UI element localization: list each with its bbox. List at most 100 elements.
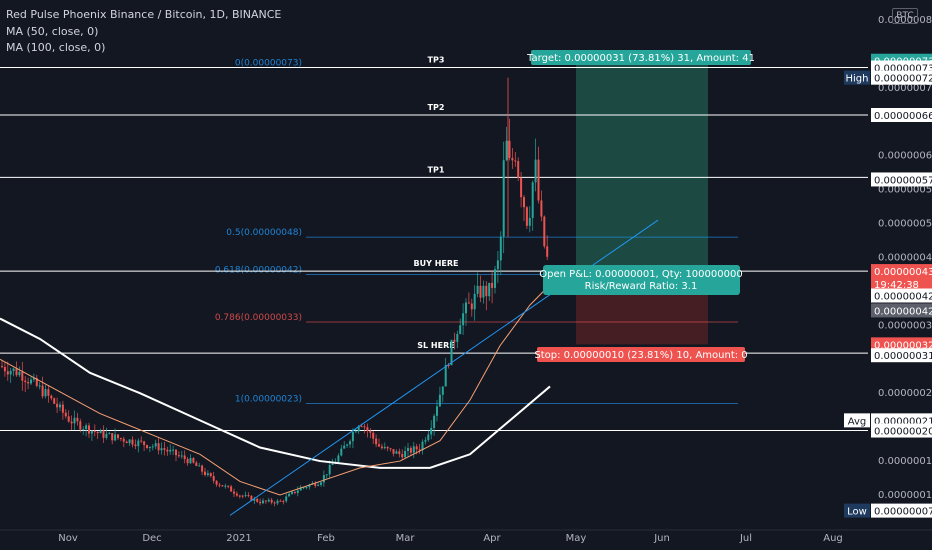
candle-body (363, 426, 366, 428)
candle-body (380, 446, 383, 449)
candle-body (444, 365, 447, 387)
price-tag-label: 0.00000057 (874, 175, 932, 186)
candle-body (90, 430, 93, 434)
candle-body (111, 433, 114, 441)
candle-body (18, 371, 21, 376)
candle-body (383, 446, 386, 449)
price-tag (871, 70, 932, 85)
candle-body (128, 439, 131, 444)
target-zone (576, 60, 708, 272)
candle-body (409, 447, 412, 453)
x-tick-label: May (566, 533, 587, 544)
price-tag-label: 0.00000021 (874, 416, 932, 427)
candle-body (508, 140, 511, 158)
candle-body (465, 302, 467, 314)
candle-body (177, 455, 180, 457)
candle-body (50, 395, 53, 399)
candle-body (3, 366, 6, 372)
level-label: SL HERE (417, 341, 454, 350)
candle-body (531, 182, 534, 218)
level-label: TP1 (428, 165, 445, 174)
candle-body (282, 501, 285, 503)
candle-body (67, 416, 70, 422)
candle-body (540, 200, 543, 217)
price-tag-label: 0.00000043 (874, 267, 932, 278)
candle-body (337, 455, 340, 462)
target-label: Target: 0.00000031 (73.81%) 31, Amount: … (526, 53, 755, 64)
candle-body (137, 440, 140, 447)
candle-body (398, 451, 401, 455)
candle-body (93, 430, 96, 432)
candle-body (308, 484, 311, 488)
candle-body (479, 285, 482, 298)
x-tick-label: Jun (653, 533, 670, 544)
price-tag-label: 0.00000042 (874, 292, 932, 303)
candle-body (262, 500, 264, 504)
candle-body (488, 282, 491, 297)
candle-body (119, 438, 122, 440)
y-tick-label: 0.00000025 (878, 388, 932, 399)
candle-body (520, 177, 523, 198)
candle-body (343, 445, 346, 449)
candle-body (395, 451, 398, 454)
price-tag (871, 303, 932, 318)
candle-body (221, 485, 224, 487)
x-tick-label: Nov (58, 533, 78, 544)
candle-body (494, 269, 496, 288)
candle-body (96, 431, 99, 434)
candle-body (131, 439, 134, 445)
candle-body (47, 389, 50, 396)
candle-body (235, 493, 238, 496)
price-tag-prefix-box (844, 70, 870, 85)
candle-body (108, 433, 111, 435)
ma100-legend[interactable]: MA (100, close, 0) (6, 41, 106, 54)
candle-body (447, 365, 450, 367)
candle-body (322, 475, 325, 483)
candle-body (73, 417, 76, 424)
candle-body (436, 406, 438, 416)
candle-body (386, 446, 389, 449)
candle-body (305, 487, 308, 489)
candle-body (241, 495, 244, 497)
candle-body (259, 501, 262, 504)
currency-badge[interactable]: BTC (892, 8, 918, 24)
price-tag (871, 348, 932, 363)
ma100-line (0, 317, 551, 469)
candle-body (450, 339, 453, 366)
candle-body (38, 385, 41, 387)
stop-box (537, 347, 745, 362)
y-tick-label: 0.00000045 (878, 253, 932, 264)
candle-body (517, 161, 520, 178)
candle-body (64, 412, 67, 417)
candle-body (12, 368, 15, 371)
candle-body (328, 464, 331, 475)
candle-body (317, 484, 320, 486)
candle-body (485, 285, 488, 297)
candle-body (288, 493, 291, 497)
candle-body (44, 389, 47, 397)
price-tag (871, 423, 932, 438)
price-tag-prefix: Low (847, 507, 867, 518)
candle-body (53, 398, 56, 404)
candle-body (482, 285, 485, 298)
candle-body (291, 491, 293, 494)
ma50-legend[interactable]: MA (50, close, 0) (6, 25, 99, 38)
candle-body (331, 463, 334, 465)
candle-body (256, 498, 259, 502)
y-tick-label: 0.00000055 (878, 185, 932, 196)
candle-body (360, 426, 363, 428)
candle-body (273, 502, 276, 504)
candle-body (389, 448, 392, 450)
candle-body (279, 500, 282, 502)
y-tick-label: 0.00000010 (878, 490, 932, 501)
price-tag-prefix-box (844, 503, 870, 518)
candle-body (233, 491, 235, 494)
fib-label: 0(0.00000073) (235, 59, 302, 69)
candle-body (70, 421, 73, 424)
candle-body (534, 159, 537, 183)
price-tag-label: 0.00000031 (874, 351, 932, 362)
candle-body (218, 484, 221, 486)
candle-body (134, 444, 137, 447)
